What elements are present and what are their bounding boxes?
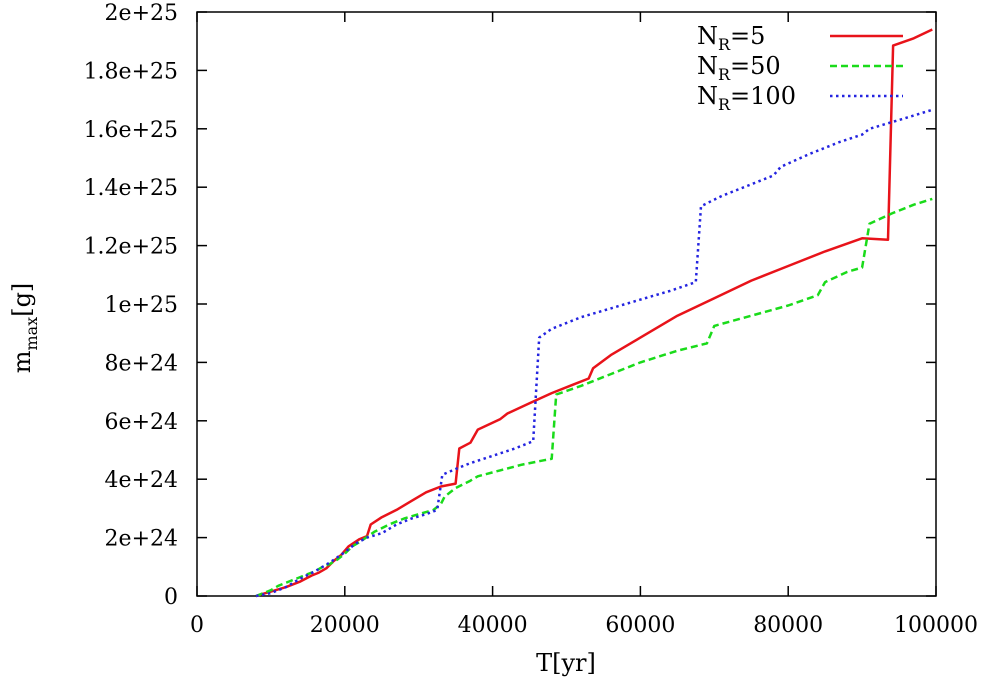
plot-frame <box>196 11 937 597</box>
legend-label-suffix: =50 <box>730 52 781 80</box>
y-tick-label: 1.6e+25 <box>84 118 178 143</box>
x-tick-label: 0 <box>190 613 204 638</box>
legend-label-main: N <box>697 52 718 80</box>
plot-border <box>196 11 937 597</box>
x-axis-title: T[yr] <box>536 649 596 677</box>
y-tick-label: 0 <box>164 585 178 610</box>
x-tick-label: 40000 <box>458 613 528 638</box>
legend-label-suffix: =5 <box>730 22 765 50</box>
x-tick-label: 80000 <box>753 613 823 638</box>
legend-label-suffix: =100 <box>730 82 796 110</box>
series-layer <box>255 28 933 598</box>
legend-label-sub: R <box>718 95 731 114</box>
y-axis: 0 2e+24 4e+24 6e+24 8e+24 1e+25 1.2e+25 1.4e+25… <box>84 1 936 610</box>
legend-label-3: NR=100 <box>697 82 796 114</box>
y-axis-title-main: m <box>8 350 36 373</box>
legend-label-2: NR=50 <box>697 52 781 84</box>
y-tick-label: 8e+24 <box>105 351 178 376</box>
y-tick-label: 1.8e+25 <box>84 59 178 84</box>
series-line-2 <box>255 197 933 598</box>
y-axis-title-sub: max <box>22 317 41 351</box>
y-axis-title: mmax[g] <box>8 283 41 374</box>
x-tick-label: 20000 <box>310 613 380 638</box>
legend-label-main: N <box>697 22 718 50</box>
y-tick-label: 1.2e+25 <box>84 235 178 260</box>
y-tick-label: 1e+25 <box>105 293 178 318</box>
x-axis: 0 20000 40000 60000 80000 100000 <box>190 12 978 638</box>
y-tick-label: 1.4e+25 <box>84 176 178 201</box>
y-tick-label: 2e+24 <box>105 527 178 552</box>
y-tick-label: 2e+25 <box>105 1 178 26</box>
series-line-1 <box>255 28 933 598</box>
y-tick-label: 6e+24 <box>105 410 178 435</box>
y-tick-label: 4e+24 <box>105 468 178 493</box>
legend-label-sub: R <box>718 65 731 84</box>
legend-label-main: N <box>697 82 718 110</box>
x-tick-label: 100000 <box>894 613 978 638</box>
legend-label-1: NR=5 <box>697 22 765 54</box>
y-axis-title-unit: [g] <box>8 283 36 317</box>
x-tick-label: 60000 <box>605 613 675 638</box>
legend-label-sub: R <box>718 35 731 54</box>
series-line-3 <box>255 108 933 598</box>
